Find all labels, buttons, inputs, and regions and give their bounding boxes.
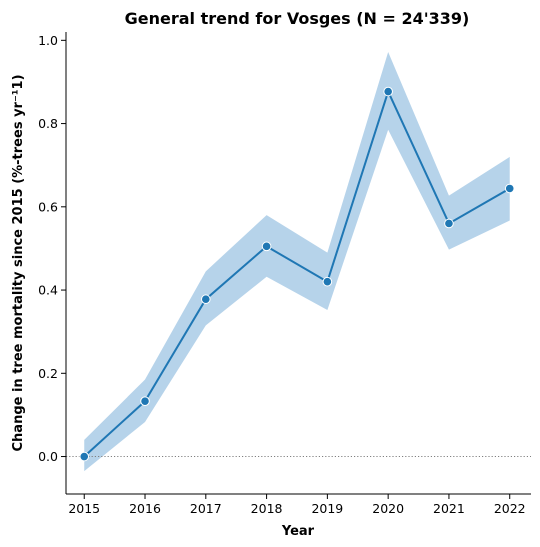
x-axis-label: Year (281, 524, 315, 539)
x-tick-label: 2022 (494, 501, 526, 516)
x-tick-label: 2017 (190, 501, 222, 516)
data-point-2020 (383, 86, 393, 97)
x-tick-label: 2018 (251, 501, 283, 516)
x-axis-ticks: 2015 2016 2017 2018 2019 2020 2021 2022 (68, 494, 526, 516)
data-point-2018 (261, 241, 272, 252)
y-tick-label: 0.0 (38, 449, 58, 464)
y-tick-label: 0.8 (38, 116, 58, 131)
chart-title: General trend for Vosges (N = 24'339) (125, 9, 470, 28)
x-tick-label: 2021 (433, 501, 465, 516)
x-tick-label: 2020 (372, 501, 404, 516)
data-point-2017 (201, 294, 211, 305)
x-tick-label: 2015 (68, 501, 100, 516)
plot-area (66, 51, 531, 472)
data-point-2016 (140, 396, 150, 406)
x-tick-label: 2019 (311, 501, 343, 516)
y-axis-ticks: 0.0 0.2 0.4 0.6 0.8 1.0 (38, 33, 66, 464)
y-axis-label: Change in tree mortality since 2015 (%-t… (11, 74, 26, 451)
y-tick-label: 1.0 (38, 33, 58, 48)
y-tick-label: 0.6 (38, 199, 58, 214)
data-point-2022 (504, 183, 515, 194)
y-tick-label: 0.2 (38, 366, 58, 381)
x-tick-label: 2016 (129, 501, 161, 516)
y-tick-label: 0.4 (38, 283, 58, 298)
series-line (83, 88, 511, 458)
data-point-2021 (444, 218, 454, 229)
confidence-band (84, 51, 510, 472)
data-point-2019 (322, 276, 333, 287)
data-point-2015 (79, 451, 90, 462)
